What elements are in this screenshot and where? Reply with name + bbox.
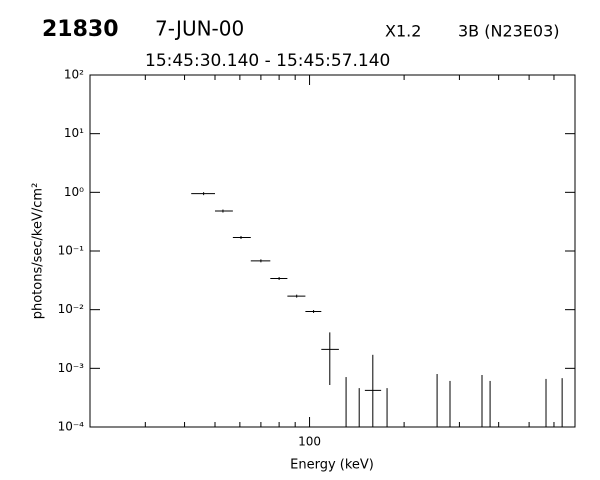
- flare-class: X1.2: [385, 22, 421, 41]
- y-tick-label: 10⁰: [64, 185, 84, 199]
- chart-title: 21830: [42, 17, 119, 42]
- y-tick-label: 10⁻⁴: [58, 420, 85, 434]
- region: 3B (N23E03): [458, 22, 560, 41]
- x-tick-label: 100: [298, 435, 321, 449]
- y-tick-label: 10⁻¹: [58, 244, 85, 258]
- y-axis-label: photons/sec/keV/cm²: [31, 183, 46, 320]
- x-axis-label: Energy (keV): [290, 458, 374, 473]
- date: 7-JUN-00: [155, 17, 244, 41]
- y-tick-label: 10⁻²: [58, 302, 85, 316]
- y-tick-label: 10⁻³: [58, 361, 85, 375]
- y-tick-label: 10¹: [64, 126, 84, 140]
- y-tick-label: 10²: [64, 68, 84, 82]
- subtitle: 15:45:30.140 - 15:45:57.140: [145, 51, 390, 71]
